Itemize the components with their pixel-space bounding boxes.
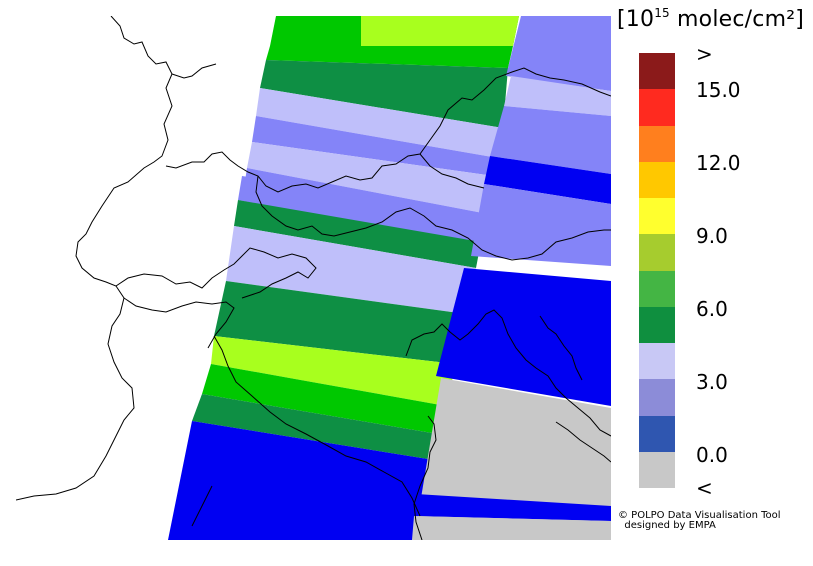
border-line	[165, 67, 611, 193]
swath-pixel	[238, 176, 486, 248]
border-line	[123, 297, 235, 349]
coastline	[539, 315, 583, 381]
legend-swatch	[639, 306, 675, 343]
border-line	[213, 335, 421, 517]
legend-swatch	[639, 343, 675, 380]
no2-column-map[interactable]	[16, 16, 611, 540]
coastline	[413, 415, 437, 540]
legend-swatch	[639, 125, 675, 162]
legend-tick-label: 12.0	[696, 151, 741, 175]
credit-line-2: designed by EMPA	[618, 520, 716, 531]
legend-swatch	[639, 451, 675, 488]
legend-tick-label: >	[696, 42, 713, 66]
map-panel[interactable]	[16, 16, 611, 540]
credit-text: © POLPO Data Visualisation Tool designed…	[618, 511, 781, 531]
swath-pixel	[234, 200, 481, 268]
legend-tick-label: 9.0	[696, 224, 728, 248]
swath-pixel	[260, 60, 508, 128]
satellite-swath-pixels	[168, 16, 611, 540]
legend-tick-label: 15.0	[696, 78, 741, 102]
swath-pixel	[266, 46, 513, 68]
legend-swatch	[639, 415, 675, 452]
unit-exponent: 15	[654, 6, 670, 20]
swath-pixel	[490, 106, 611, 174]
coastline	[555, 421, 611, 463]
border-line	[171, 63, 217, 79]
swath-pixel	[214, 281, 466, 364]
swath-pixel	[361, 16, 519, 46]
swath-pixel	[504, 76, 611, 116]
coastline	[191, 485, 213, 527]
unit-prefix: [10	[617, 7, 655, 32]
swath-pixel	[226, 226, 476, 314]
border-line	[16, 16, 173, 501]
swath-pixel	[256, 88, 503, 158]
legend-swatch	[639, 89, 675, 126]
legend-swatch	[639, 234, 675, 271]
border-line	[255, 175, 611, 261]
legend-swatch	[639, 53, 675, 90]
legend-tick-label: 0.0	[696, 443, 728, 467]
swath-pixel	[202, 364, 446, 434]
legend-unit-label: [1015 molec/cm²]	[617, 6, 804, 32]
legend-tick-label: 6.0	[696, 297, 728, 321]
credit-line-1: © POLPO Data Visualisation Tool	[618, 510, 781, 521]
legend-swatch	[639, 379, 675, 416]
swath-pixel	[211, 336, 456, 406]
legend-colorbar	[639, 53, 675, 488]
coastline	[405, 309, 611, 437]
swath-pixel	[412, 516, 611, 540]
legend-swatch	[639, 270, 675, 307]
swath-pixel	[471, 184, 611, 266]
swath-pixel	[484, 156, 611, 204]
border-line	[419, 153, 485, 189]
unit-suffix: molec/cm²]	[669, 7, 805, 32]
legend-swatch	[639, 198, 675, 235]
country-borders	[16, 16, 611, 540]
swath-pixel	[168, 421, 434, 540]
legend-tick-label: 3.0	[696, 370, 728, 394]
swath-pixel	[192, 394, 438, 460]
legend-swatch	[639, 161, 675, 198]
swath-pixel	[252, 116, 498, 176]
border-line	[115, 247, 317, 299]
swath-pixel	[436, 268, 611, 406]
legend-tick-label: <	[696, 476, 713, 500]
swath-pixel	[414, 494, 611, 521]
